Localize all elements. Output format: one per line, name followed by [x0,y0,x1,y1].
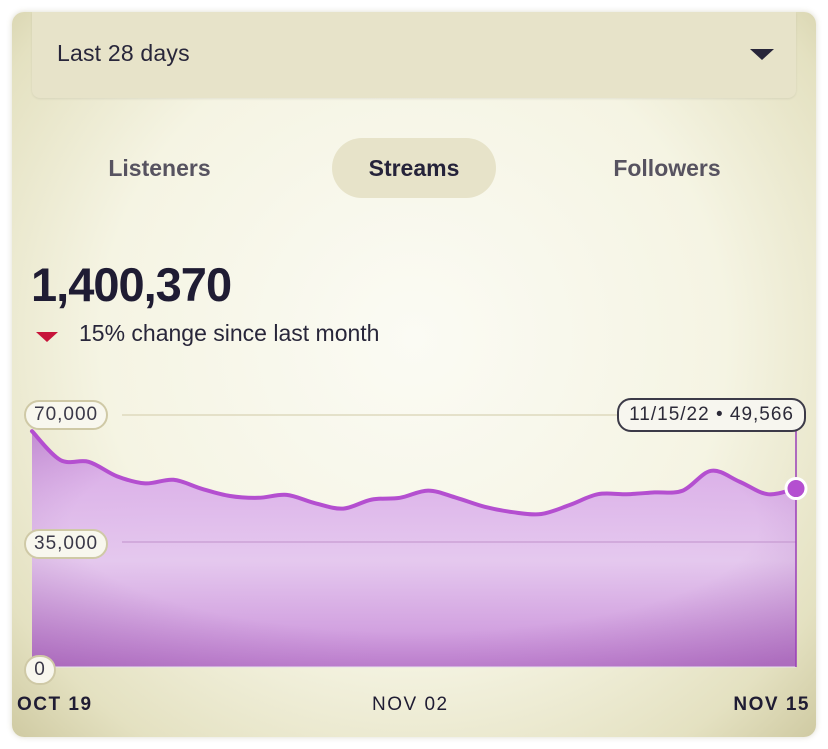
y-tick-70000: 70,000 [24,400,109,430]
streams-area-shade [32,431,796,667]
total-streams-value: 1,400,370 [31,258,232,311]
tab-listeners[interactable]: Listeners [108,155,211,181]
chevron-down-icon[interactable] [750,49,774,60]
data-tooltip: 11/15/22 • 49,566 [617,398,806,432]
tab-followers[interactable]: Followers [613,155,721,181]
streams-chart[interactable] [12,12,816,737]
highlight-point[interactable] [784,477,808,501]
x-tick-nov-15: NOV 15 [733,694,810,715]
x-tick-nov-02: NOV 02 [372,694,449,715]
y-tick-35000: 35,000 [24,529,109,559]
period-dropdown-label: Last 28 days [57,40,190,66]
x-tick-oct-19: OCT 19 [17,694,93,715]
streams-line [30,429,798,517]
period-dropdown[interactable]: Last 28 days [32,12,796,98]
y-tick-0: 0 [24,655,56,685]
trend-down-icon [36,332,58,342]
change-since-last-month: 15% change since last month [79,320,380,346]
tab-streams[interactable]: Streams [332,138,496,198]
streams-card: Last 28 days Listeners Streams Followers… [12,12,816,737]
